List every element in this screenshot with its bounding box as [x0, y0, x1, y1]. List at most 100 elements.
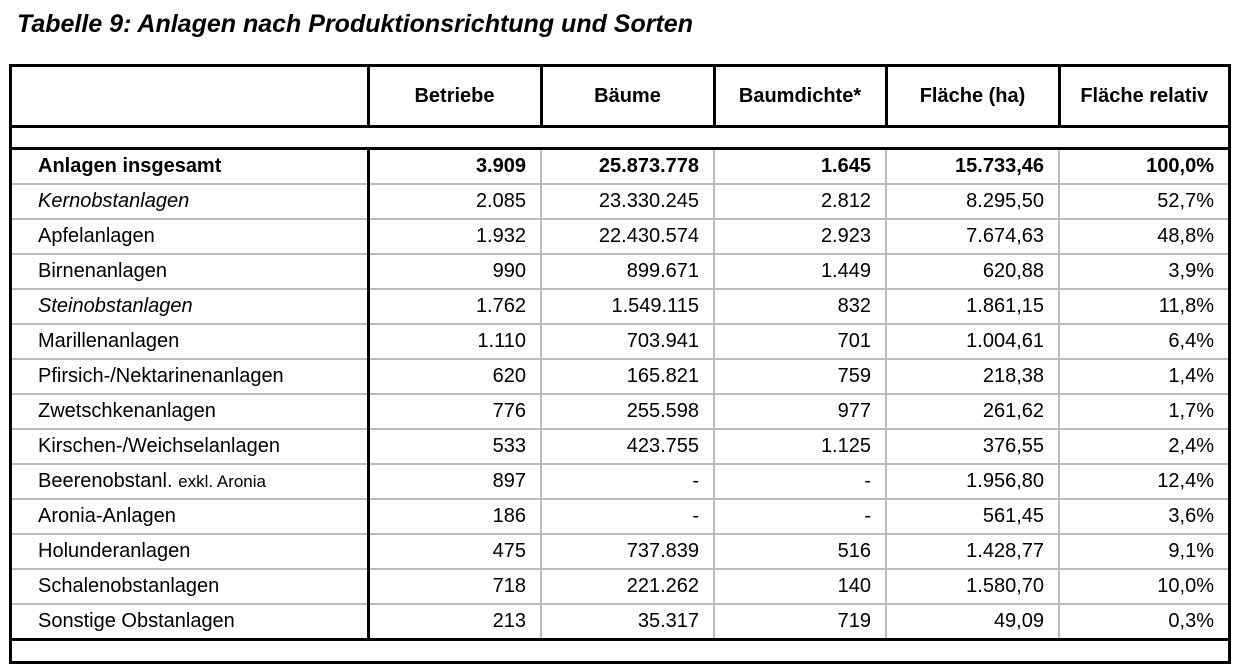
- row-label: Anlagen insgesamt: [12, 147, 368, 184]
- row-label: Beerenobstanl. exkl. Aronia: [12, 463, 368, 499]
- cell-betriebe: 990: [366, 253, 541, 289]
- column-header-betriebe: Betriebe: [366, 67, 541, 128]
- row-label-text: Steinobstanlagen: [38, 295, 193, 317]
- table-row: Zwetschkenanlagen 776 255.598 977 261,62 1,7%: [12, 393, 1228, 429]
- cell-baumdichte: 719: [713, 603, 886, 638]
- column-header-baeume: Bäume: [539, 67, 714, 128]
- row-label-text: Aronia-Anlagen: [38, 505, 176, 527]
- cell-baeume: -: [540, 498, 714, 534]
- cell-flaeche-relativ: 1,7%: [1058, 393, 1228, 429]
- cell-baumdichte: 832: [713, 288, 886, 324]
- table-row: Steinobstanlagen 1.762 1.549.115 832 1.861,1…: [12, 288, 1228, 324]
- row-label: Holunderanlagen: [12, 533, 368, 569]
- cell-flaeche-relativ: 9,1%: [1058, 533, 1228, 569]
- row-label-text: Sonstige Obstanlagen: [38, 610, 235, 632]
- cell-baeume: 22.430.574: [540, 218, 714, 254]
- spacer-row: [12, 126, 1228, 150]
- row-label: Sonstige Obstanlagen: [12, 603, 368, 638]
- cell-flaeche: 1.956,80: [885, 463, 1059, 499]
- cell-betriebe: 3.909: [366, 147, 541, 184]
- cell-flaeche: 1.004,61: [885, 323, 1059, 359]
- table-row: Beerenobstanl. exkl. Aronia 897- -1.956,80…: [12, 463, 1228, 499]
- table-row: Marillenanlagen 1.110 703.941 701 1.004,61 6,…: [12, 323, 1228, 359]
- column-header-label: [12, 67, 368, 128]
- cell-baumdichte: 1.449: [713, 253, 886, 289]
- cell-flaeche: 1.861,15: [885, 288, 1059, 324]
- cell-baumdichte: -: [713, 463, 886, 499]
- cell-flaeche: 1.428,77: [885, 533, 1059, 569]
- cell-betriebe: 475: [366, 533, 541, 569]
- cell-baumdichte: 140: [713, 568, 886, 604]
- cell-flaeche-relativ: 3,6%: [1058, 498, 1228, 534]
- cell-flaeche-relativ: 6,4%: [1058, 323, 1228, 359]
- cell-baumdichte: 1.125: [713, 428, 886, 464]
- table-row: Anlagen insgesamt 3.909 25.873.778 1.645 15.…: [12, 147, 1228, 184]
- cell-betriebe: 1.110: [366, 323, 541, 359]
- table-row: Apfelanlagen 1.932 22.430.574 2.923 7.674,63…: [12, 218, 1228, 254]
- table-row: Kernobstanlagen 2.085 23.330.245 2.812 8.295…: [12, 183, 1228, 219]
- cell-baumdichte: 2.812: [713, 183, 886, 219]
- cell-betriebe: 2.085: [366, 183, 541, 219]
- table-row: Holunderanlagen 475 737.839 516 1.428,77 9,1%: [12, 533, 1228, 569]
- cell-flaeche: 7.674,63: [885, 218, 1059, 254]
- cell-flaeche-relativ: 1,4%: [1058, 358, 1228, 394]
- row-label: Apfelanlagen: [12, 218, 368, 254]
- cell-flaeche-relativ: 12,4%: [1058, 463, 1228, 499]
- cell-betriebe: 776: [366, 393, 541, 429]
- row-label-text: Anlagen insgesamt: [38, 155, 222, 177]
- cell-betriebe: 533: [366, 428, 541, 464]
- cell-baumdichte: 759: [713, 358, 886, 394]
- cell-flaeche-relativ: 48,8%: [1058, 218, 1228, 254]
- cell-baeume: 703.941: [540, 323, 714, 359]
- cell-baumdichte: 701: [713, 323, 886, 359]
- cell-flaeche-relativ: 3,9%: [1058, 253, 1228, 289]
- row-label-text: Apfelanlagen: [38, 225, 155, 247]
- cell-baeume: 23.330.245: [540, 183, 714, 219]
- row-label: Marillenanlagen: [12, 323, 368, 359]
- cell-baumdichte: 516: [713, 533, 886, 569]
- row-label-text: Kernobstanlagen: [38, 190, 190, 212]
- table-title: Tabelle 9: Anlagen nach Produktionsricht…: [17, 10, 693, 38]
- cell-baumdichte: 2.923: [713, 218, 886, 254]
- column-header-flaeche-relativ: Fläche relativ: [1057, 67, 1228, 128]
- cell-flaeche-relativ: 0,3%: [1058, 603, 1228, 638]
- table-row: Pfirsich-/Nektarinenanlagen 620 165.821 759…: [12, 358, 1228, 394]
- row-label: Steinobstanlagen: [12, 288, 368, 324]
- row-label-text: Holunderanlagen: [38, 540, 191, 562]
- cell-betriebe: 1.762: [366, 288, 541, 324]
- cell-baumdichte: -: [713, 498, 886, 534]
- table-footer: [12, 638, 1228, 661]
- cell-flaeche: 620,88: [885, 253, 1059, 289]
- row-label: Pfirsich-/Nektarinenanlagen: [12, 358, 368, 394]
- row-label: Zwetschkenanlagen: [12, 393, 368, 429]
- cell-flaeche-relativ: 10,0%: [1058, 568, 1228, 604]
- cell-flaeche: 15.733,46: [885, 147, 1059, 184]
- column-header-baumdichte: Baumdichte*: [712, 67, 886, 128]
- row-label-text: Pfirsich-/Nektarinenanlagen: [38, 365, 284, 387]
- cell-flaeche: 376,55: [885, 428, 1059, 464]
- cell-flaeche-relativ: 52,7%: [1058, 183, 1228, 219]
- row-label-text: Schalenobstanlagen: [38, 575, 220, 597]
- data-table: Betriebe Bäume Baumdichte* Fläche (ha) F…: [9, 64, 1231, 664]
- table-row: Aronia-Anlagen 186- -561,45 3,6%: [12, 498, 1228, 534]
- cell-flaeche: 218,38: [885, 358, 1059, 394]
- row-label-suffix: exkl. Aronia: [178, 472, 266, 491]
- cell-betriebe: 213: [366, 603, 541, 638]
- cell-betriebe: 1.932: [366, 218, 541, 254]
- cell-flaeche: 1.580,70: [885, 568, 1059, 604]
- cell-betriebe: 620: [366, 358, 541, 394]
- cell-flaeche: 261,62: [885, 393, 1059, 429]
- table-row: Kirschen-/Weichselanlagen 533 423.755 1.125…: [12, 428, 1228, 464]
- column-header-flaeche: Fläche (ha): [884, 67, 1059, 128]
- row-label: Birnenanlagen: [12, 253, 368, 289]
- cell-betriebe: 718: [366, 568, 541, 604]
- cell-baeume: 899.671: [540, 253, 714, 289]
- table-row: Schalenobstanlagen 718 221.262 140 1.580,70 1…: [12, 568, 1228, 604]
- cell-baeume: 423.755: [540, 428, 714, 464]
- cell-baeume: 1.549.115: [540, 288, 714, 324]
- row-label-text: Birnenanlagen: [38, 260, 167, 282]
- cell-flaeche-relativ: 11,8%: [1058, 288, 1228, 324]
- row-label: Kernobstanlagen: [12, 183, 368, 219]
- cell-baeume: 165.821: [540, 358, 714, 394]
- row-label: Aronia-Anlagen: [12, 498, 368, 534]
